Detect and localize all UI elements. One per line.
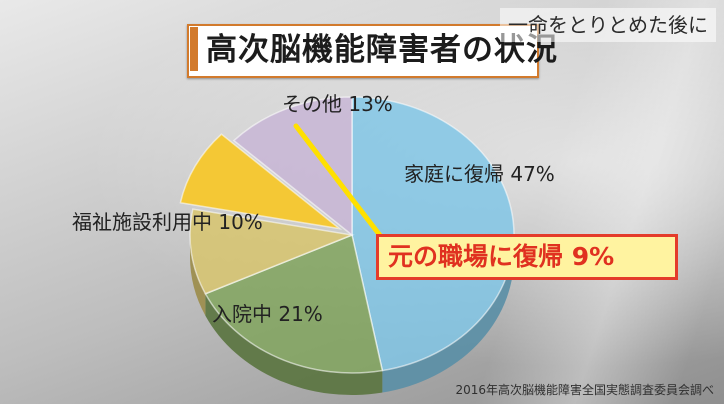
- slice-label-home-return: 家庭に復帰 47%: [404, 162, 555, 186]
- pie-slice-side: [382, 235, 514, 393]
- source-note: 2016年高次脳機能障害全国実態調査委員会調べ: [455, 383, 714, 397]
- chart-title: 高次脳機能障害者の状況: [206, 32, 558, 68]
- chart-title-box: [187, 24, 539, 78]
- slice-label-welfare-facility: 福祉施設利用中 10%: [72, 210, 263, 234]
- slice-label-return-to-job: 元の職場に復帰 9%: [388, 242, 615, 271]
- pie-slice: [232, 96, 353, 237]
- slice-label-other: その他 13%: [282, 92, 393, 116]
- pie-slice: [351, 96, 515, 372]
- program-logo: 一命をとりとめた後に: [500, 8, 716, 42]
- pie-slice: [189, 208, 355, 295]
- callout-pointer-line: [293, 123, 385, 241]
- pie-slice-side: [190, 235, 206, 316]
- slice-label-hospitalized: 入院中 21%: [212, 302, 323, 326]
- pie-slice: [179, 133, 343, 230]
- pie-slice-side: [205, 293, 383, 395]
- pie-slice: [204, 233, 384, 374]
- title-accent-bar: [190, 27, 198, 71]
- highlight-callout-box: [376, 234, 678, 280]
